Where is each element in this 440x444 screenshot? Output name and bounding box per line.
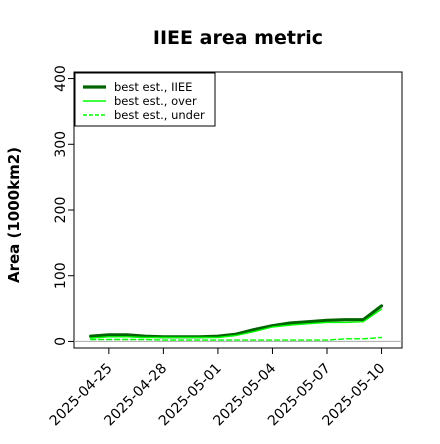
y-tick-label: 200 <box>53 197 69 224</box>
y-tick-label: 300 <box>53 131 69 158</box>
series-line-solid-0 <box>89 304 384 339</box>
legend-box <box>74 72 216 127</box>
series-line-dashed-2 <box>89 336 383 341</box>
y-tick-label: 0 <box>53 337 69 346</box>
legend-label: best est., over <box>114 94 197 108</box>
y-tick-label: 400 <box>53 65 69 92</box>
chart-title: IIEE area metric <box>153 27 323 49</box>
legend-label: best est., IIEE <box>114 80 192 94</box>
y-tick-label: 100 <box>53 262 69 289</box>
legend-label: best est., under <box>114 108 205 122</box>
series-line-solid-1 <box>89 308 383 339</box>
y-axis-label: Area (1000km2) <box>5 147 23 283</box>
